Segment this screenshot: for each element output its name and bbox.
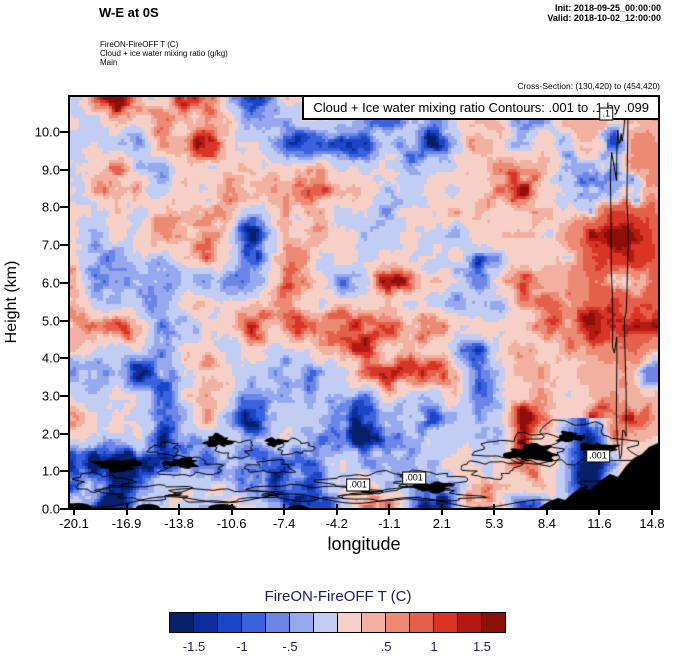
- x-tick-label: -13.8: [164, 516, 194, 531]
- contour-label: .001: [346, 478, 370, 492]
- y-tick-label: 6.0: [41, 275, 60, 291]
- colorbar-tick-label: -1: [236, 639, 248, 654]
- colorbar-tick-label: .5: [380, 639, 392, 654]
- x-tick-label: -1.1: [378, 516, 401, 531]
- y-tick-label: 9.0: [41, 162, 60, 178]
- x-tick: [545, 504, 548, 515]
- colorbar-cell: [193, 612, 218, 633]
- contour-field-label: Cloud + ice water mixing ratio (g/kg): [100, 49, 228, 58]
- x-tick: [178, 504, 181, 515]
- init-timestamp: Init: 2018-09-25_00:00:00: [554, 3, 661, 13]
- x-tick: [651, 504, 653, 515]
- x-tick: [283, 504, 286, 515]
- x-tick: [73, 504, 75, 515]
- shaded-field-label: FireON-FireOFF T (C): [100, 40, 179, 49]
- y-tick: [60, 244, 70, 247]
- page-title: W-E at 0S: [99, 5, 159, 20]
- x-tick: [388, 504, 391, 515]
- cross-section-label: Cross-Section: (130,420) to (454,420): [517, 81, 660, 91]
- y-axis-label: Height (km): [3, 260, 20, 344]
- contour-label: .001: [402, 471, 426, 485]
- y-tick: [60, 319, 70, 322]
- y-tick-label: 5.0: [41, 313, 60, 328]
- colorbar-tick-label: 1.5: [472, 639, 492, 654]
- colorbar-cell: [409, 612, 434, 633]
- valid-timestamp: Valid: 2018-10-02_12:00:00: [547, 13, 661, 23]
- colorbar-cell: [313, 612, 338, 633]
- x-tick-label: -16.9: [111, 516, 142, 531]
- x-tick-label: -10.6: [216, 516, 247, 531]
- colorbar-tick-label: -.5: [282, 639, 298, 654]
- x-tick-label: 8.4: [537, 516, 556, 531]
- y-tick: [60, 394, 70, 397]
- y-tick-label: 0.0: [41, 501, 60, 517]
- x-tick: [440, 504, 443, 515]
- y-tick-label: 4.0: [41, 350, 60, 366]
- x-tick-label: 11.6: [587, 516, 612, 531]
- colorbar-cell: [481, 612, 506, 633]
- y-tick: [60, 357, 70, 360]
- x-tick-label: 5.3: [485, 516, 504, 531]
- y-tick-label: 8.0: [41, 199, 60, 215]
- colorbar-cell: [289, 612, 314, 633]
- colorbar-cell: [361, 612, 386, 633]
- y-tick: [60, 281, 70, 284]
- contour-label: .001: [586, 449, 610, 463]
- colorbar-cell: [385, 612, 410, 633]
- colorbar-tick-label: -1.5: [182, 639, 206, 654]
- y-tick-label: 7.0: [41, 237, 60, 253]
- colorbar-cell: [169, 612, 194, 633]
- colorbar-title: FireON-FireOFF T (C): [264, 588, 412, 605]
- x-tick: [335, 504, 338, 515]
- x-tick: [125, 504, 128, 515]
- y-tick-label: 10.0: [34, 124, 60, 140]
- colorbar: [169, 612, 506, 633]
- x-tick: [493, 504, 496, 515]
- x-tick-label: -4.2: [325, 516, 348, 531]
- y-tick-label: 2.0: [41, 426, 60, 442]
- plot-frame: Cloud + Ice water mixing ratio Contours:…: [68, 95, 660, 510]
- y-tick: [60, 131, 70, 133]
- x-tick-label: -7.4: [272, 516, 296, 531]
- y-tick: [60, 470, 70, 473]
- y-tick-label: 1.0: [41, 463, 60, 479]
- field-canvas: [70, 97, 658, 508]
- colorbar-cell: [337, 612, 362, 633]
- x-tick: [230, 504, 233, 515]
- contour-label: .1: [599, 107, 614, 121]
- x-tick: [598, 504, 601, 515]
- colorbar-cell: [217, 612, 242, 633]
- x-axis-label: longitude: [327, 534, 401, 554]
- x-tick-label: -20.1: [59, 516, 89, 531]
- x-tick-label: 2.1: [432, 516, 451, 531]
- y-tick-label: 3.0: [41, 388, 60, 404]
- colorbar-tick-label: 1: [430, 639, 438, 654]
- colorbar-cell: [457, 612, 482, 633]
- colorbar-cell: [433, 612, 458, 633]
- y-tick: [60, 168, 70, 171]
- x-tick-label: 14.8: [639, 516, 665, 531]
- y-tick: [60, 206, 70, 209]
- colorbar-cell: [265, 612, 290, 633]
- y-tick: [60, 432, 70, 435]
- y-tick: [60, 508, 70, 510]
- grid-name-label: Main: [100, 58, 118, 67]
- colorbar-cell: [241, 612, 266, 633]
